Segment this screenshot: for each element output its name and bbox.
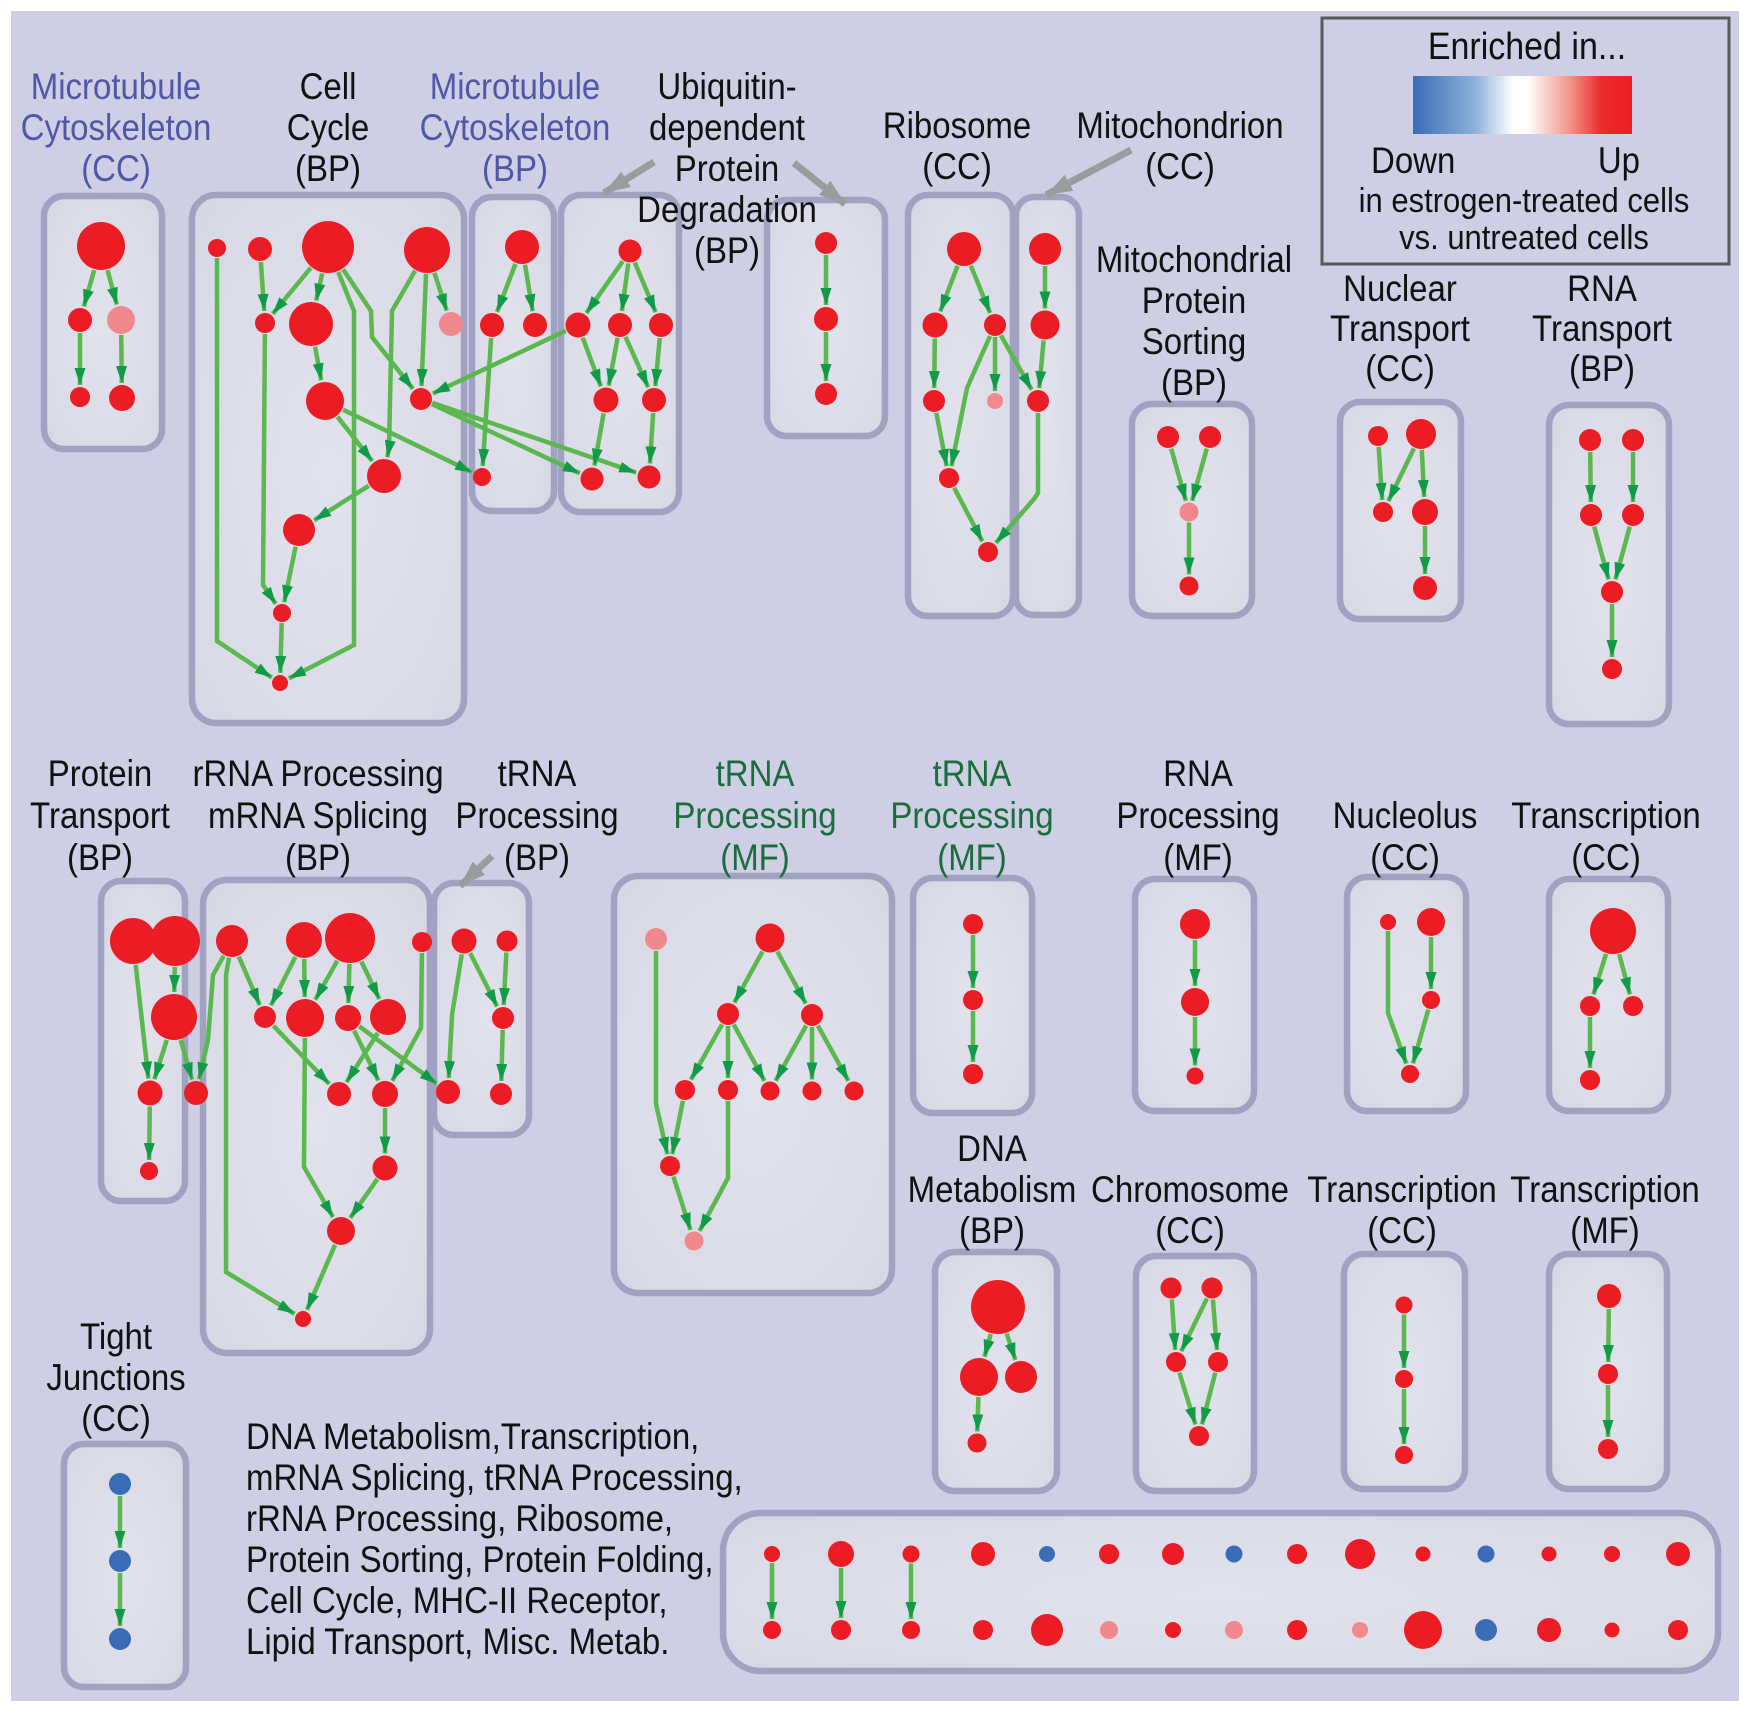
svg-text:Transport: Transport [1532, 308, 1672, 349]
svg-text:rRNA Processing, Ribosome,: rRNA Processing, Ribosome, [246, 1498, 673, 1539]
svg-text:Protein: Protein [1142, 280, 1247, 321]
svg-text:(CC): (CC) [1370, 837, 1440, 878]
svg-text:(BP): (BP) [1161, 362, 1227, 403]
svg-text:Processing: Processing [455, 795, 618, 836]
svg-text:Down: Down [1371, 140, 1455, 181]
svg-text:Transcription: Transcription [1510, 1169, 1699, 1210]
svg-text:(BP): (BP) [482, 148, 548, 189]
svg-text:Lipid Transport, Misc. Metab.: Lipid Transport, Misc. Metab. [246, 1621, 669, 1662]
svg-text:Cytoskeleton: Cytoskeleton [21, 107, 212, 148]
svg-text:Cycle: Cycle [287, 107, 369, 148]
svg-text:mRNA Splicing: mRNA Splicing [208, 795, 428, 836]
svg-text:Protein: Protein [675, 148, 780, 189]
svg-text:Degradation: Degradation [637, 189, 817, 230]
svg-text:Processing: Processing [890, 795, 1053, 836]
svg-text:Transcription: Transcription [1307, 1169, 1496, 1210]
svg-text:Up: Up [1598, 140, 1640, 181]
svg-text:(MF): (MF) [1163, 837, 1233, 878]
svg-text:Mitochondrion: Mitochondrion [1076, 105, 1283, 146]
svg-text:Chromosome: Chromosome [1091, 1169, 1289, 1210]
svg-text:Protein Sorting, Protein Foldi: Protein Sorting, Protein Folding, [246, 1539, 713, 1580]
svg-text:vs. untreated cells: vs. untreated cells [1399, 217, 1649, 256]
svg-text:(BP): (BP) [959, 1210, 1025, 1251]
svg-text:(BP): (BP) [1569, 348, 1635, 389]
svg-text:Nucleolus: Nucleolus [1333, 795, 1478, 836]
svg-text:Nuclear: Nuclear [1343, 268, 1457, 309]
svg-text:(BP): (BP) [504, 837, 570, 878]
svg-text:Transport: Transport [30, 795, 170, 836]
svg-text:Cell: Cell [300, 66, 357, 107]
svg-text:(CC): (CC) [1367, 1210, 1437, 1251]
svg-text:Sorting: Sorting [1142, 321, 1247, 362]
svg-text:Cytoskeleton: Cytoskeleton [420, 107, 611, 148]
svg-text:(CC): (CC) [1571, 837, 1641, 878]
svg-text:(BP): (BP) [295, 148, 361, 189]
svg-text:RNA: RNA [1163, 753, 1233, 794]
svg-text:(CC): (CC) [1365, 348, 1435, 389]
svg-text:(MF): (MF) [937, 837, 1007, 878]
svg-text:mRNA Splicing, tRNA Processing: mRNA Splicing, tRNA Processing, [246, 1457, 743, 1498]
svg-text:(BP): (BP) [67, 837, 133, 878]
svg-text:Microtubule: Microtubule [31, 66, 201, 107]
svg-text:Cell Cycle, MHC-II Receptor,: Cell Cycle, MHC-II Receptor, [246, 1580, 668, 1621]
svg-text:dependent: dependent [649, 107, 805, 148]
svg-text:(CC): (CC) [922, 146, 992, 187]
svg-text:(CC): (CC) [1145, 146, 1215, 187]
svg-text:Processing: Processing [673, 795, 836, 836]
svg-text:(CC): (CC) [81, 1398, 151, 1439]
svg-text:(MF): (MF) [720, 837, 790, 878]
svg-text:tRNA: tRNA [716, 753, 795, 794]
svg-text:Transcription: Transcription [1511, 795, 1700, 836]
svg-text:Metabolism: Metabolism [908, 1169, 1077, 1210]
svg-text:Tight: Tight [80, 1316, 152, 1357]
svg-text:tRNA: tRNA [498, 753, 577, 794]
svg-text:(BP): (BP) [285, 837, 351, 878]
svg-text:tRNA: tRNA [933, 753, 1012, 794]
svg-text:Processing: Processing [1116, 795, 1279, 836]
svg-text:(CC): (CC) [1155, 1210, 1225, 1251]
svg-text:Mitochondrial: Mitochondrial [1096, 239, 1292, 280]
svg-text:Ubiquitin-: Ubiquitin- [657, 66, 796, 107]
svg-text:(CC): (CC) [81, 148, 151, 189]
svg-text:(BP): (BP) [694, 230, 760, 271]
svg-text:Enriched in...: Enriched in... [1428, 24, 1626, 67]
svg-text:RNA: RNA [1567, 268, 1637, 309]
svg-text:Protein: Protein [48, 753, 153, 794]
svg-text:DNA: DNA [957, 1128, 1027, 1169]
svg-text:in estrogen-treated cells: in estrogen-treated cells [1359, 180, 1690, 219]
svg-text:Ribosome: Ribosome [883, 105, 1031, 146]
svg-text:DNA Metabolism,Transcription,: DNA Metabolism,Transcription, [246, 1416, 699, 1457]
svg-text:rRNA Processing: rRNA Processing [192, 753, 443, 794]
svg-text:(MF): (MF) [1570, 1210, 1640, 1251]
svg-text:Microtubule: Microtubule [430, 66, 600, 107]
svg-text:Transport: Transport [1330, 308, 1470, 349]
svg-text:Junctions: Junctions [46, 1357, 185, 1398]
